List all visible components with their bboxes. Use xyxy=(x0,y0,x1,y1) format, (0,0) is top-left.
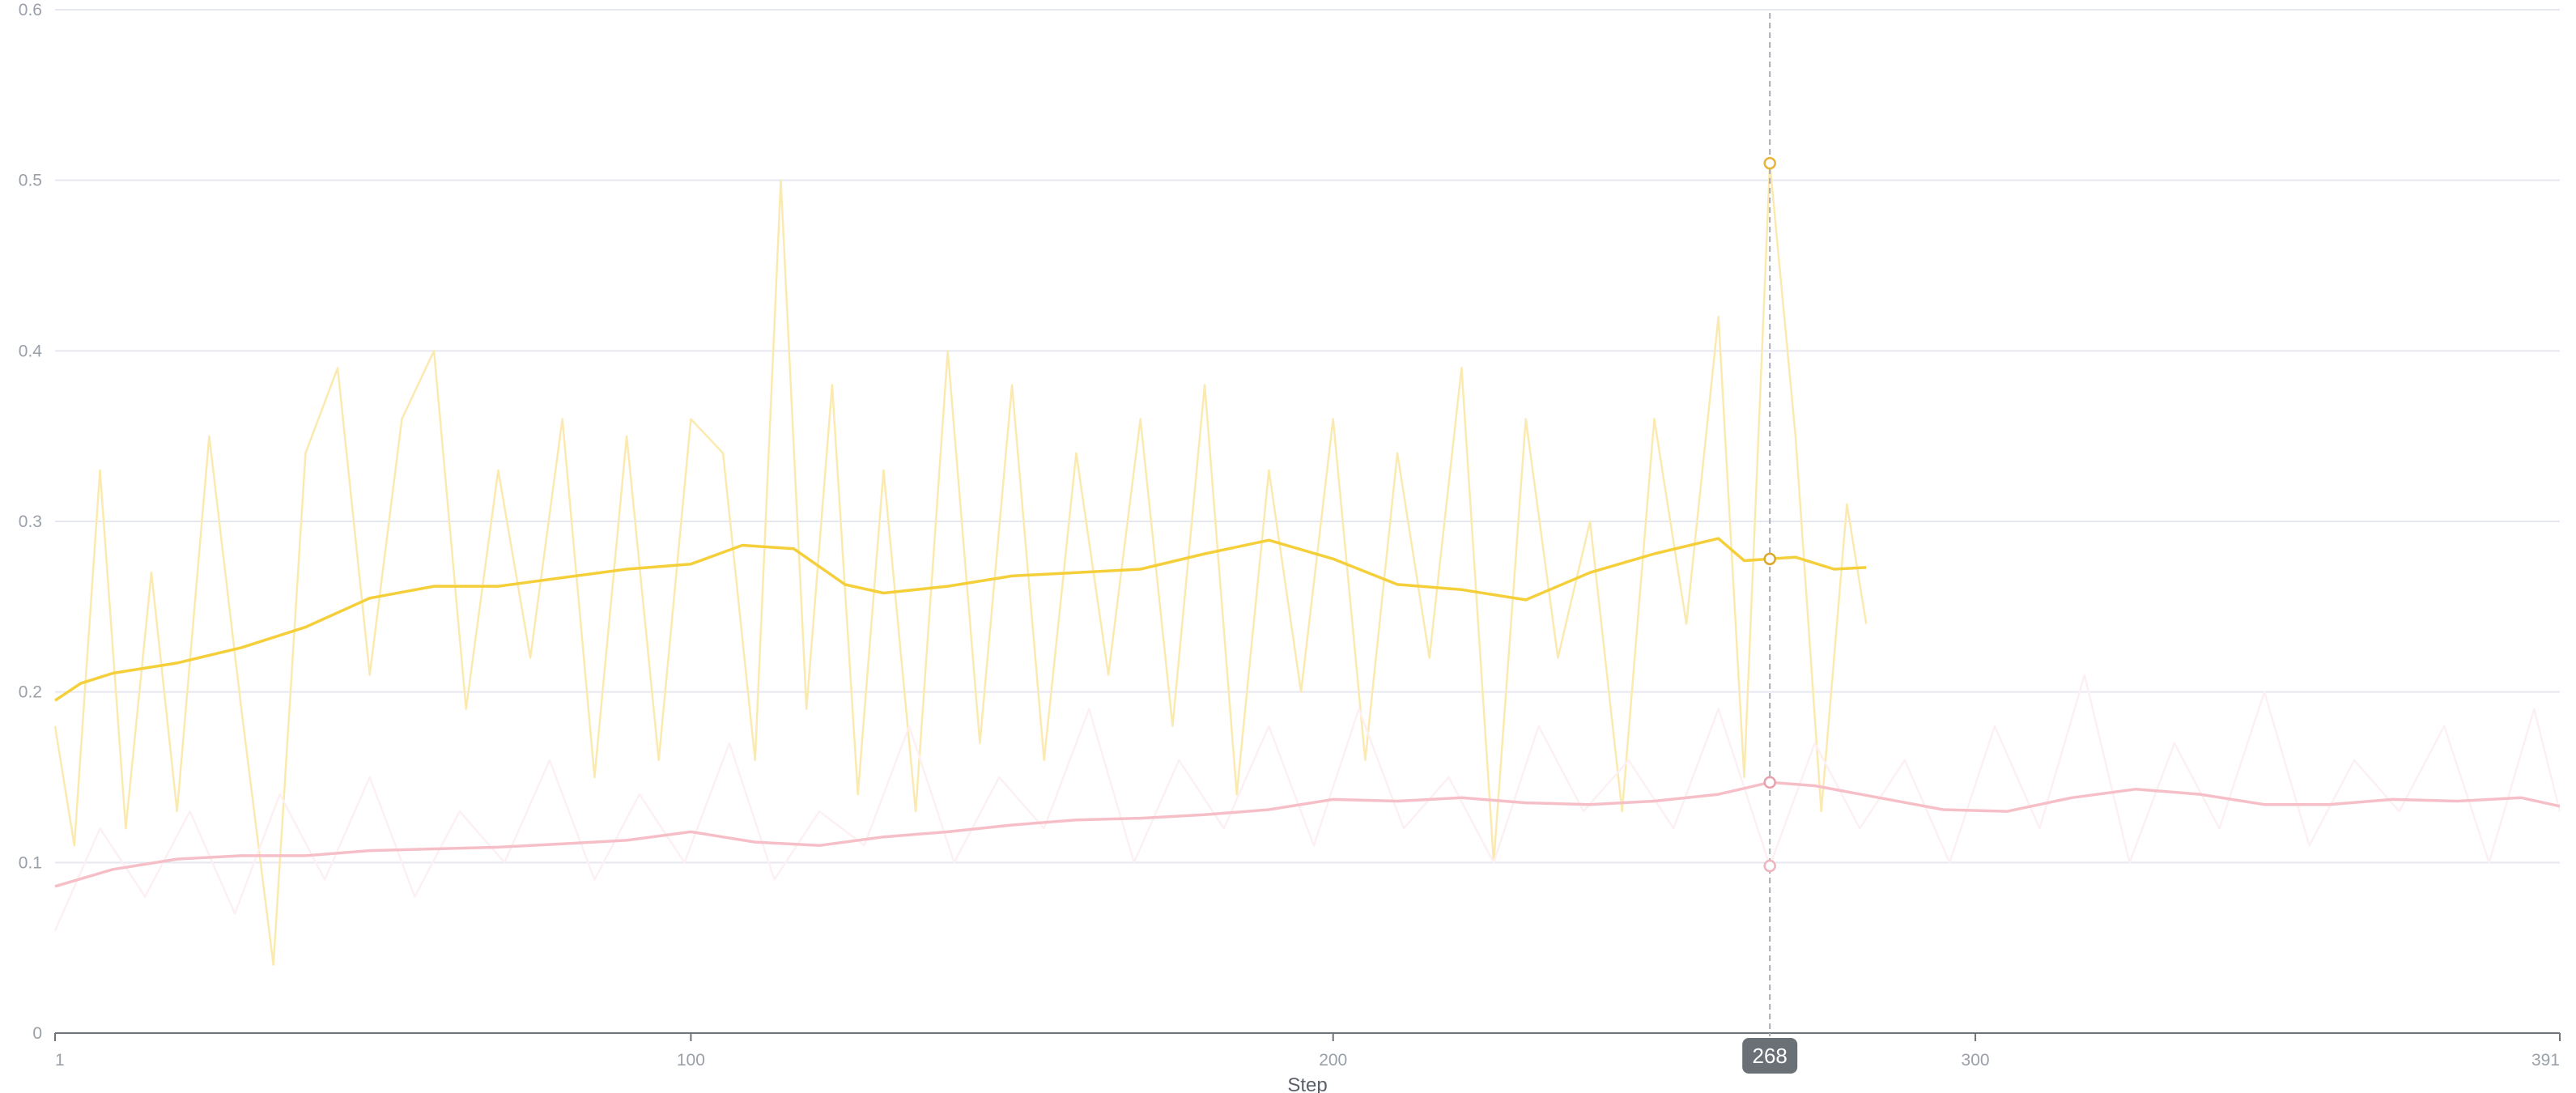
y-axis-ticks: 0 0.1 0.2 0.3 0.4 0.5 0.6 xyxy=(19,1,43,1043)
x-tick-label: 300 xyxy=(1962,1051,1990,1070)
x-tick-label: 200 xyxy=(1319,1051,1347,1070)
raw-series-layer xyxy=(53,162,2561,966)
y-tick-label: 0 xyxy=(32,1024,42,1043)
grid-lines xyxy=(55,9,2560,864)
x-tick-label: 391 xyxy=(2531,1051,2560,1070)
series-yellow-raw-line xyxy=(53,162,1868,966)
hover-cursor[interactable] xyxy=(1763,13,1776,1036)
x-axis-ticks: 1 100 200 300 391 xyxy=(54,1033,2561,1070)
smoothed-series-layer xyxy=(54,537,2561,888)
cursor-step-label: 268 xyxy=(1753,1044,1787,1068)
cursor-step-badge-background xyxy=(1742,1038,1798,1074)
y-tick-label: 0.4 xyxy=(19,342,43,360)
cursor-point-yellow-raw xyxy=(1763,156,1776,170)
series-pink-raw-line xyxy=(53,674,2561,932)
y-tick-label: 0.1 xyxy=(19,853,42,872)
x-axis-title: Step xyxy=(1287,1074,1327,1093)
y-tick-label: 0.6 xyxy=(19,1,42,19)
y-tick-label: 0.3 xyxy=(19,512,42,531)
cursor-point-pink-raw xyxy=(1763,859,1776,873)
series-pink-smoothed-line xyxy=(54,780,2561,888)
series-yellow-smoothed-line xyxy=(54,537,1867,702)
x-tick-label: 1 xyxy=(55,1051,65,1070)
y-tick-label: 0.5 xyxy=(19,172,42,190)
cursor-point-yellow-smoothed xyxy=(1763,552,1776,566)
cursor-point-pink-smoothed xyxy=(1763,776,1776,789)
x-tick-label: 100 xyxy=(677,1051,705,1070)
cursor-step-badge: 268 xyxy=(1742,1038,1798,1074)
y-tick-label: 0.2 xyxy=(19,683,42,702)
